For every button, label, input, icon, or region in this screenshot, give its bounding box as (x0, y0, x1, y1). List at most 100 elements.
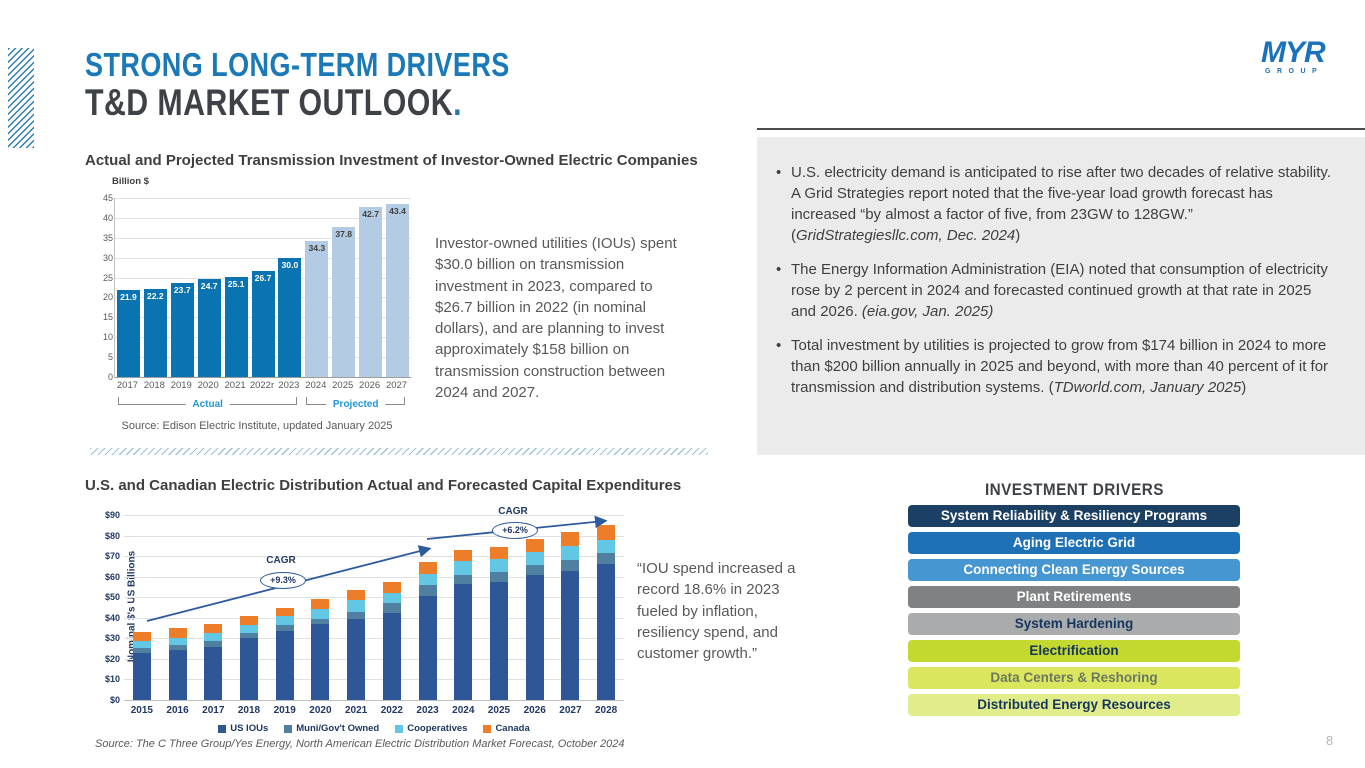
driver-row: Distributed Energy Resources (908, 694, 1240, 716)
driver-row: Aging Electric Grid (908, 532, 1240, 554)
stack-seg-2015 (132, 652, 151, 700)
bullet-text: The Energy Information Administration (E… (791, 261, 1328, 320)
stack-seg-2024 (454, 583, 473, 700)
x-tick: 2025 (487, 705, 511, 716)
page-title: T&D MARKET OUTLOOK. (85, 82, 545, 124)
bar-value-label: 24.7 (200, 280, 218, 291)
stack-seg-2017 (204, 641, 223, 647)
page-number: 8 (1326, 733, 1334, 748)
bullet-citation: (eia.gov, Jan. 2025) (861, 303, 994, 320)
driver-row: Electrification (908, 640, 1240, 662)
bar-2024: 34.3 (305, 240, 329, 377)
gridline (124, 556, 624, 558)
stack-seg-2027 (561, 545, 580, 561)
iou-quote: “IOU spend increased a record 18.6% in 2… (637, 560, 796, 663)
cagr-label: CAGR (498, 506, 528, 517)
chart2-plot-area (124, 515, 624, 701)
x-tick: 2025 (332, 380, 354, 391)
logo-wordmark: MYR (1261, 36, 1326, 69)
bar-value-label: 23.7 (173, 284, 191, 295)
x-tick: 2026 (523, 705, 546, 716)
gridline (124, 658, 624, 660)
y-tick: $60 (104, 571, 120, 582)
stack-seg-2017 (204, 646, 223, 700)
stack-seg-2020 (311, 608, 330, 619)
legend-swatch (218, 724, 227, 733)
y-tick: $80 (104, 530, 120, 541)
x-tick: 2028 (595, 705, 618, 716)
x-tick: 2021 (345, 705, 368, 716)
x-tick: 2020 (309, 705, 332, 716)
stack-seg-2021 (347, 611, 366, 619)
stack-seg-2024 (454, 574, 473, 584)
x-tick: 2020 (197, 380, 219, 391)
legend-item: Canada (483, 723, 530, 734)
x-tick: 2018 (237, 705, 261, 716)
x-tick: 2024 (452, 705, 475, 716)
transmission-chart-heading: Actual and Projected Transmission Invest… (85, 152, 698, 169)
bullet-text-end: ) (1241, 379, 1247, 396)
driver-row: Data Centers & Reshoring (908, 667, 1240, 689)
cagr-value-oval: +6.2% (492, 522, 538, 539)
bar-2025: 37.8 (332, 226, 356, 377)
y-tick: 20 (102, 292, 113, 303)
x-tick: 2024 (305, 380, 327, 391)
y-tick: 45 (102, 193, 113, 203)
x-tick: 2027 (385, 380, 408, 391)
y-tick: 35 (102, 232, 113, 243)
stack-seg-2016 (168, 644, 187, 650)
y-tick: 40 (102, 212, 113, 223)
actual-bracket: Actual (118, 396, 298, 411)
investment-drivers-heading-text: INVESTMENT DRIVERS (984, 480, 1164, 499)
bar-value-label: 37.8 (335, 228, 353, 239)
bar-2019: 23.7 (170, 282, 194, 377)
bullet-marker: • (776, 337, 782, 354)
chart1-source: Source: Edison Electric Institute, updat… (121, 420, 393, 432)
bracket-label: Projected (325, 398, 386, 411)
distribution-source: Source: The C Three Group/Yes Energy, No… (95, 738, 625, 750)
stack-seg-2022 (382, 593, 401, 604)
stack-seg-2019 (275, 607, 294, 616)
legend-item: Cooperatives (395, 723, 467, 734)
gridline (124, 515, 624, 516)
stack-seg-2022 (382, 581, 401, 594)
transmission-chart: Billion $ 21.9 22.2 23.7 24.7 25.1 26.7 30.0 34… (98, 172, 416, 440)
gridline (124, 535, 624, 537)
stack-seg-2018 (240, 615, 258, 625)
stack-seg-2026 (525, 574, 544, 700)
chart1-y-axis-label: Billion $ (112, 176, 149, 187)
bar-2027: 43.4 (386, 204, 410, 377)
gridline (115, 237, 411, 239)
bar-value-label: 34.3 (308, 242, 326, 253)
investment-drivers-list: System Reliability & Resiliency Programs… (908, 505, 1240, 721)
x-tick: 2017 (116, 380, 139, 391)
legend-item: Muni/Gov't Owned (284, 723, 379, 734)
x-tick: 2019 (170, 380, 192, 391)
driver-row: System Reliability & Resiliency Programs (908, 505, 1240, 527)
stack-seg-2018 (240, 638, 258, 700)
cagr-label: CAGR (266, 555, 296, 566)
projected-bracket: Projected (306, 396, 405, 411)
y-tick: 10 (102, 332, 113, 343)
gridline (115, 257, 411, 259)
gridline (124, 597, 624, 599)
stack-seg-2025 (490, 581, 508, 700)
driver-row: System Hardening (908, 613, 1240, 635)
stack-seg-2022 (382, 612, 401, 700)
stack-seg-2023 (418, 596, 437, 700)
legend-swatch (483, 724, 492, 733)
x-tick: 2026 (359, 380, 381, 391)
panel-top-rule (757, 128, 1365, 130)
y-tick: $10 (104, 674, 120, 685)
x-tick: 2022r (249, 380, 275, 391)
stack-seg-2016 (168, 628, 187, 639)
stack-seg-2028 (597, 553, 616, 565)
bullet-marker: • (776, 164, 782, 181)
bracket-end (296, 397, 298, 405)
slide-kicker: STRONG LONG-TERM DRIVERS (85, 46, 603, 84)
stack-seg-2019 (275, 631, 294, 700)
legend-label: Muni/Gov't Owned (296, 723, 380, 734)
gridline (124, 679, 624, 681)
chart1-plot-area: 21.9 22.2 23.7 24.7 25.1 26.7 30.0 34.3 37.8 42.7… (114, 198, 411, 378)
bar-2026: 42.7 (359, 207, 383, 377)
